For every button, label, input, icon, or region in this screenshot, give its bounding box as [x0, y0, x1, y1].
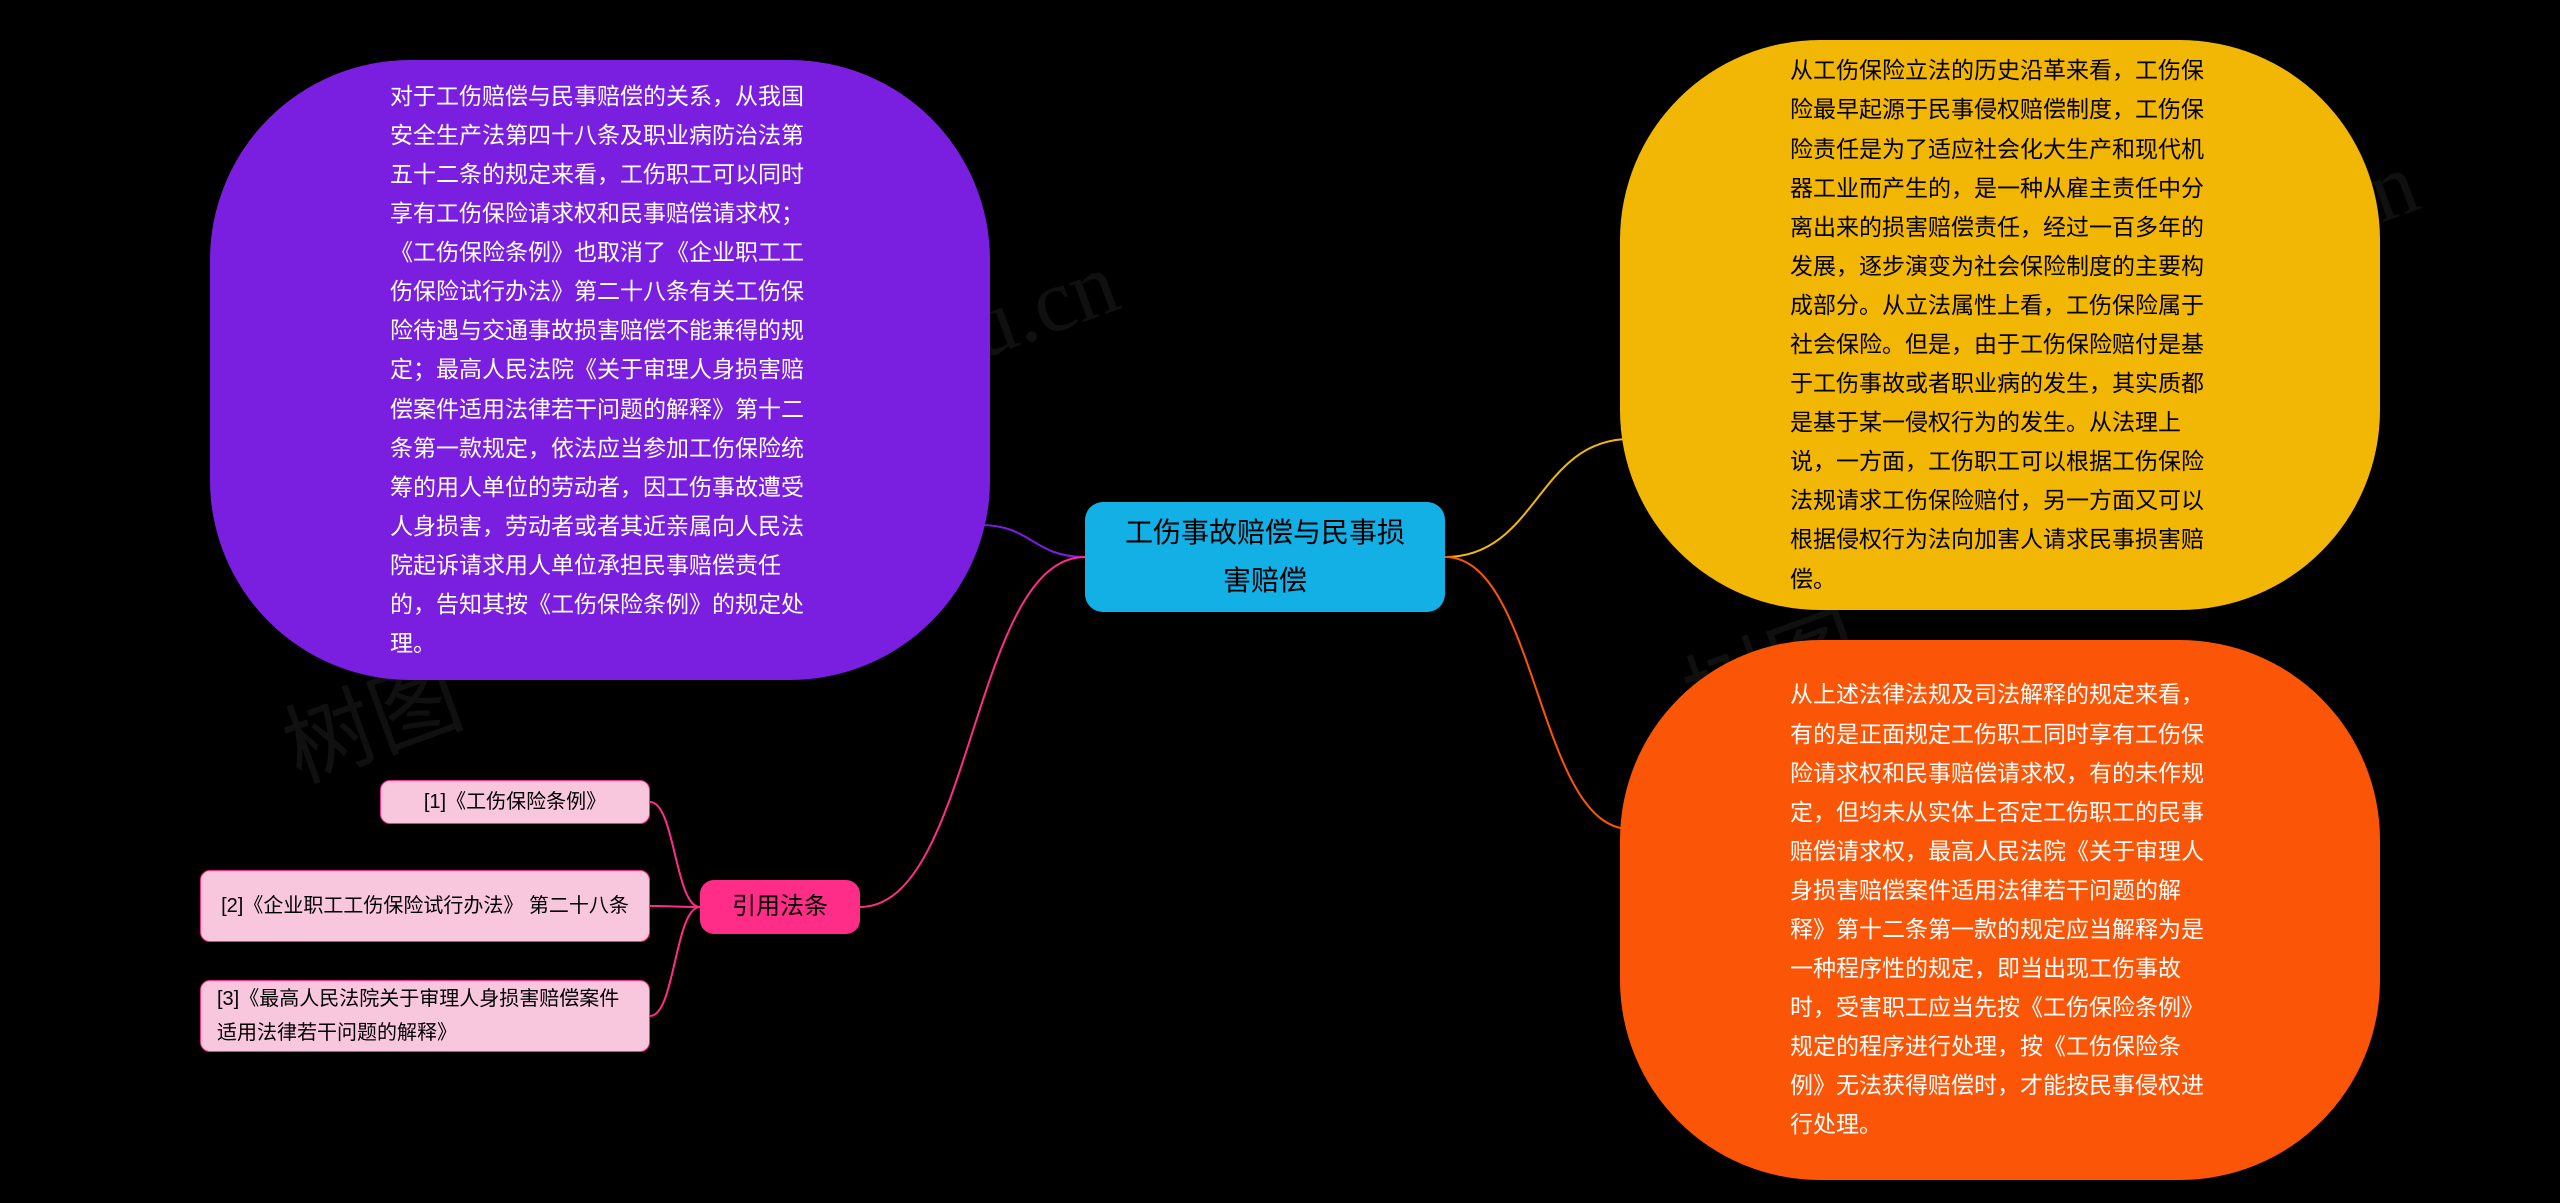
citation-ref-2-text: [2]《企业职工工伤保险试行办法》 第二十八条 — [221, 889, 629, 923]
center-topic-node[interactable]: 工伤事故赔偿与民事损害赔偿 — [1085, 502, 1445, 612]
mindmap-canvas: shutu.cn 树图 树图 shutu.cn 工伤事故赔偿与民事损害赔偿 对于… — [0, 0, 2560, 1203]
citation-ref-3-text: [3]《最高人民法院关于审理人身损害赔偿案件适用法律若干问题的解释》 — [217, 982, 633, 1050]
center-topic-text: 工伤事故赔偿与民事损害赔偿 — [1115, 509, 1415, 604]
branch-text-yellow: 从工伤保险立法的历史沿革来看，工伤保险最早起源于民事侵权赔偿制度，工伤保险责任是… — [1790, 51, 2210, 598]
branch-node-orange[interactable]: 从上述法律法规及司法解释的规定来看，有的是正面规定工伤职工同时享有工伤保险请求权… — [1620, 640, 2380, 1180]
citation-branch-label[interactable]: 引用法条 — [700, 880, 860, 934]
branch-text-purple: 对于工伤赔偿与民事赔偿的关系，从我国安全生产法第四十八条及职业病防治法第五十二条… — [390, 77, 810, 663]
branch-node-yellow[interactable]: 从工伤保险立法的历史沿革来看，工伤保险最早起源于民事侵权赔偿制度，工伤保险责任是… — [1620, 40, 2380, 610]
citation-branch-text: 引用法条 — [732, 887, 828, 928]
citation-ref-1-text: [1]《工伤保险条例》 — [424, 785, 606, 819]
citation-ref-2[interactable]: [2]《企业职工工伤保险试行办法》 第二十八条 — [200, 870, 650, 942]
branch-text-orange: 从上述法律法规及司法解释的规定来看，有的是正面规定工伤职工同时享有工伤保险请求权… — [1790, 675, 2210, 1144]
citation-ref-3[interactable]: [3]《最高人民法院关于审理人身损害赔偿案件适用法律若干问题的解释》 — [200, 980, 650, 1052]
branch-node-purple[interactable]: 对于工伤赔偿与民事赔偿的关系，从我国安全生产法第四十八条及职业病防治法第五十二条… — [210, 60, 990, 680]
citation-ref-1[interactable]: [1]《工伤保险条例》 — [380, 780, 650, 824]
